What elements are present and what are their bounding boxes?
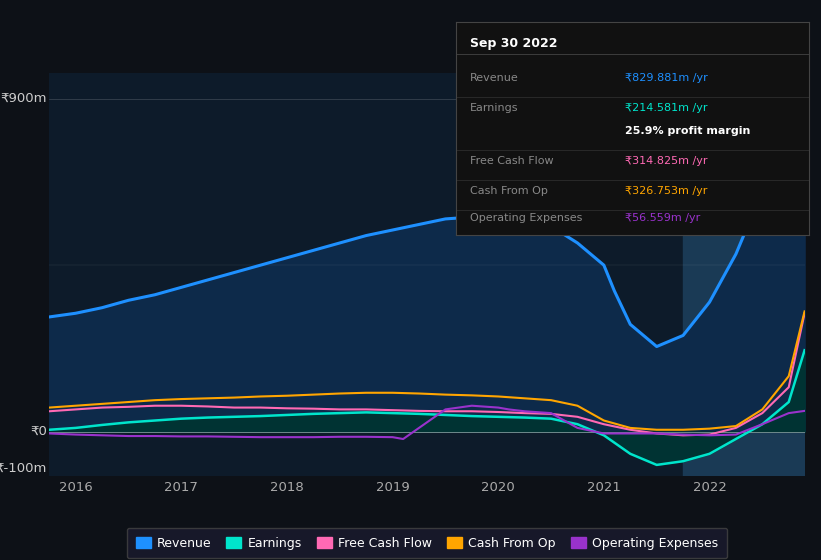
Text: Earnings: Earnings: [470, 102, 518, 113]
Text: 25.9% profit margin: 25.9% profit margin: [625, 126, 750, 136]
Text: Sep 30 2022: Sep 30 2022: [470, 38, 557, 50]
Text: ₹0: ₹0: [30, 425, 47, 438]
Legend: Revenue, Earnings, Free Cash Flow, Cash From Op, Operating Expenses: Revenue, Earnings, Free Cash Flow, Cash …: [126, 528, 727, 558]
Text: ₹56.559m /yr: ₹56.559m /yr: [625, 213, 700, 223]
Text: ₹900m: ₹900m: [1, 92, 47, 105]
Text: Cash From Op: Cash From Op: [470, 185, 548, 195]
Text: ₹214.581m /yr: ₹214.581m /yr: [625, 102, 708, 113]
Text: Operating Expenses: Operating Expenses: [470, 213, 582, 223]
Text: ₹314.825m /yr: ₹314.825m /yr: [625, 156, 708, 166]
Text: ₹-100m: ₹-100m: [0, 462, 47, 475]
Bar: [683, 73, 805, 476]
Text: ₹829.881m /yr: ₹829.881m /yr: [625, 73, 708, 83]
Text: Revenue: Revenue: [470, 73, 519, 83]
Text: ₹326.753m /yr: ₹326.753m /yr: [625, 185, 708, 195]
Text: Free Cash Flow: Free Cash Flow: [470, 156, 553, 166]
